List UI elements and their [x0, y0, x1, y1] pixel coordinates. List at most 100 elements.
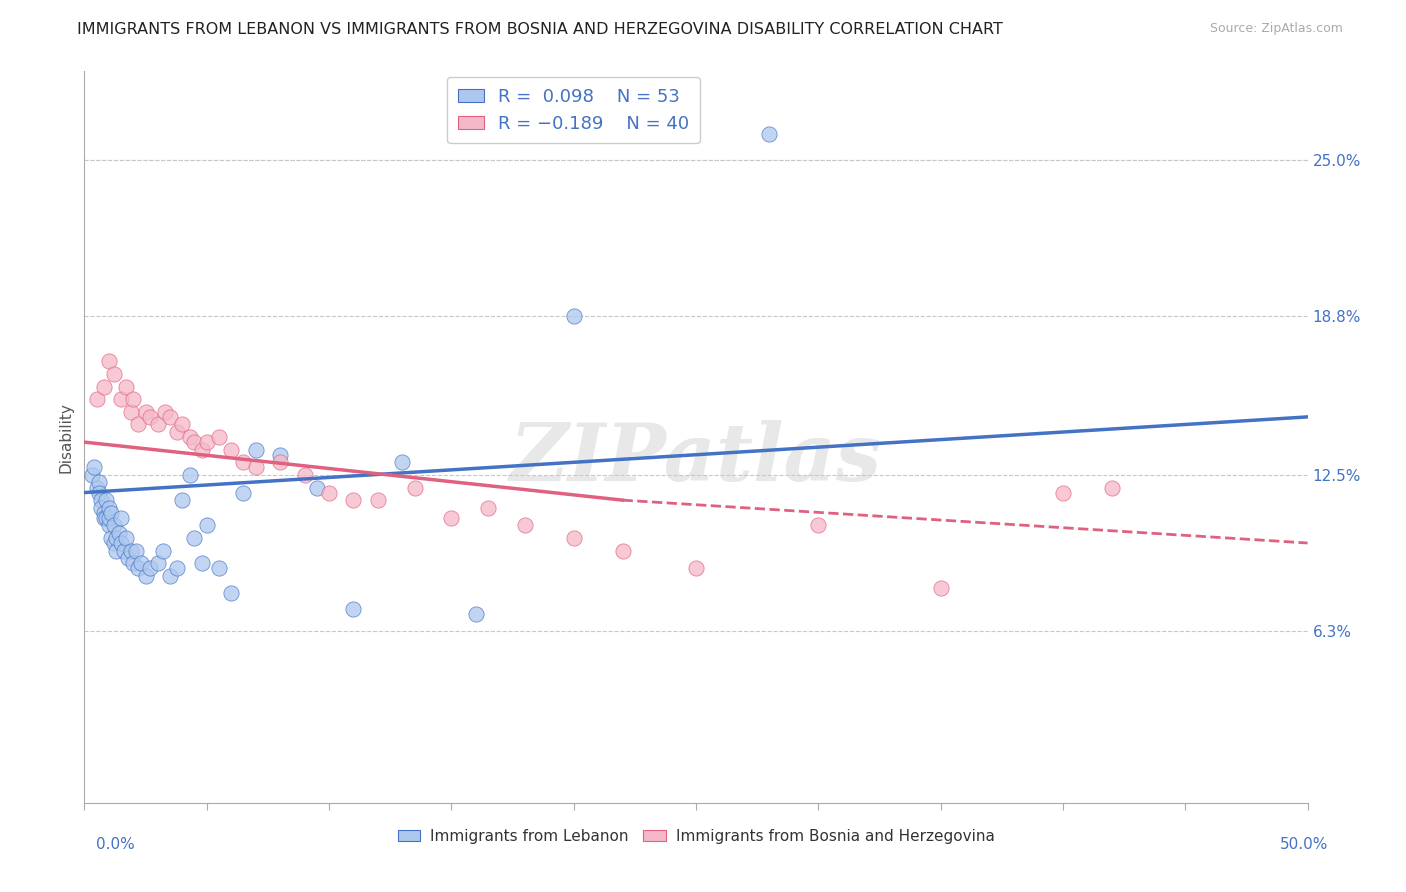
Point	[105, 543, 128, 558]
Point	[80, 467, 103, 482]
Point	[183, 435, 205, 450]
Point	[172, 493, 194, 508]
Y-axis label: Disability: Disability	[58, 401, 73, 473]
Point	[135, 405, 157, 419]
Point	[139, 409, 162, 424]
Point	[159, 409, 181, 424]
Point	[342, 601, 364, 615]
Point	[1101, 481, 1123, 495]
Point	[146, 417, 169, 432]
Point	[191, 556, 214, 570]
Point	[269, 455, 291, 469]
Point	[103, 518, 125, 533]
Point	[110, 392, 132, 407]
Point	[159, 569, 181, 583]
Text: 50.0%: 50.0%	[1281, 838, 1329, 852]
Point	[103, 536, 125, 550]
Text: Source: ZipAtlas.com: Source: ZipAtlas.com	[1209, 22, 1343, 36]
Point	[191, 442, 214, 457]
Point	[139, 561, 162, 575]
Point	[153, 405, 176, 419]
Point	[179, 430, 201, 444]
Point	[96, 493, 118, 508]
Point	[87, 475, 110, 490]
Point	[318, 485, 340, 500]
Point	[219, 442, 242, 457]
Point	[807, 518, 830, 533]
Point	[166, 561, 188, 575]
Point	[115, 379, 138, 393]
Point	[127, 561, 149, 575]
Point	[179, 467, 201, 482]
Point	[100, 531, 122, 545]
Point	[562, 309, 585, 323]
Point	[269, 448, 291, 462]
Legend: Immigrants from Lebanon, Immigrants from Bosnia and Herzegovina: Immigrants from Lebanon, Immigrants from…	[391, 822, 1001, 850]
Point	[97, 354, 120, 368]
Point	[440, 510, 463, 524]
Point	[129, 556, 152, 570]
Point	[93, 506, 115, 520]
Point	[93, 510, 115, 524]
Text: ZIPatlas: ZIPatlas	[510, 420, 882, 498]
Point	[87, 485, 110, 500]
Point	[122, 392, 145, 407]
Text: IMMIGRANTS FROM LEBANON VS IMMIGRANTS FROM BOSNIA AND HERZEGOVINA DISABILITY COR: IMMIGRANTS FROM LEBANON VS IMMIGRANTS FR…	[77, 22, 1004, 37]
Point	[115, 531, 138, 545]
Point	[97, 510, 120, 524]
Text: 0.0%: 0.0%	[96, 838, 135, 852]
Point	[83, 460, 105, 475]
Point	[103, 367, 125, 381]
Point	[90, 500, 112, 515]
Point	[86, 481, 108, 495]
Point	[758, 128, 780, 142]
Point	[685, 561, 707, 575]
Point	[208, 561, 231, 575]
Point	[122, 556, 145, 570]
Point	[166, 425, 188, 439]
Point	[219, 586, 242, 600]
Point	[562, 531, 585, 545]
Point	[232, 455, 254, 469]
Point	[93, 379, 115, 393]
Point	[195, 435, 218, 450]
Point	[172, 417, 194, 432]
Point	[105, 531, 128, 545]
Point	[100, 506, 122, 520]
Point	[929, 582, 952, 596]
Point	[125, 543, 148, 558]
Point	[183, 531, 205, 545]
Point	[245, 460, 267, 475]
Point	[294, 467, 316, 482]
Point	[391, 455, 413, 469]
Point	[305, 481, 328, 495]
Point	[112, 543, 135, 558]
Point	[86, 392, 108, 407]
Point	[90, 493, 112, 508]
Point	[404, 481, 426, 495]
Point	[117, 551, 139, 566]
Point	[464, 607, 486, 621]
Point	[195, 518, 218, 533]
Point	[367, 493, 389, 508]
Point	[110, 510, 132, 524]
Point	[232, 485, 254, 500]
Point	[120, 543, 142, 558]
Point	[152, 543, 174, 558]
Point	[120, 405, 142, 419]
Point	[135, 569, 157, 583]
Point	[97, 500, 120, 515]
Point	[97, 518, 120, 533]
Point	[1052, 485, 1074, 500]
Point	[96, 510, 118, 524]
Point	[127, 417, 149, 432]
Point	[245, 442, 267, 457]
Point	[107, 525, 129, 540]
Point	[612, 543, 634, 558]
Point	[110, 536, 132, 550]
Point	[477, 500, 499, 515]
Point	[146, 556, 169, 570]
Point	[208, 430, 231, 444]
Point	[513, 518, 536, 533]
Point	[342, 493, 364, 508]
